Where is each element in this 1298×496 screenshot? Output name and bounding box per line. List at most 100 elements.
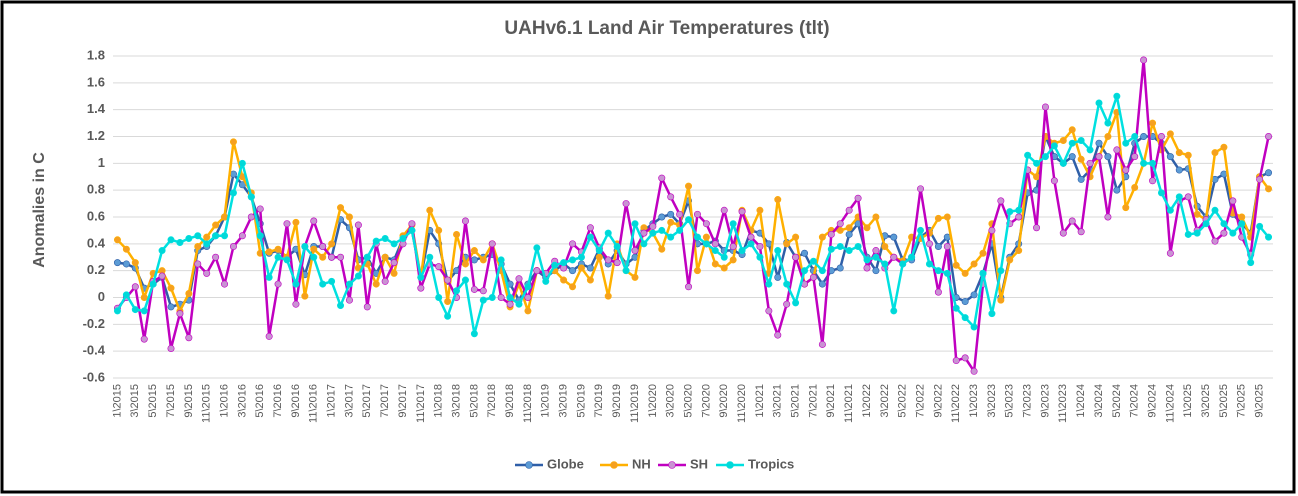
series-marker	[1157, 189, 1165, 197]
series-marker	[337, 302, 345, 310]
series-marker	[836, 243, 844, 251]
series-marker	[256, 232, 264, 240]
series-marker	[685, 182, 693, 190]
series-marker	[247, 213, 255, 221]
series-marker	[917, 226, 925, 234]
series-marker	[845, 247, 853, 255]
x-tick-label: 9\2023	[1039, 384, 1051, 418]
series-marker	[756, 206, 764, 214]
series-marker	[185, 334, 193, 342]
legend-label: NH	[632, 456, 651, 471]
series-marker	[685, 216, 693, 224]
series-marker	[229, 138, 237, 146]
x-tick-label: 3\2018	[450, 384, 462, 418]
series-marker	[212, 253, 220, 261]
series-marker	[702, 220, 710, 228]
series-marker	[783, 300, 791, 308]
series-marker	[354, 221, 362, 229]
series-marker	[265, 273, 273, 281]
x-tick-label: 5\2016	[254, 384, 266, 418]
series-marker	[604, 229, 612, 237]
series-marker	[809, 273, 817, 281]
series-marker	[479, 296, 487, 304]
x-tick-label: 1\2018	[433, 384, 445, 418]
series-marker	[863, 264, 871, 272]
x-tick-label: 3\2019	[558, 384, 570, 418]
series-marker	[470, 256, 478, 264]
x-tick-label: 5\2025	[1218, 384, 1230, 418]
series-marker	[1104, 133, 1112, 141]
series-marker	[372, 237, 380, 245]
x-tick-label: 11\2017	[415, 384, 427, 423]
series-marker	[444, 298, 452, 306]
series-marker	[1265, 133, 1273, 141]
series-marker	[836, 264, 844, 272]
series-marker	[417, 273, 425, 281]
series-marker	[158, 247, 166, 255]
series-marker	[827, 245, 835, 253]
series-marker	[417, 284, 425, 292]
x-tick-label: 1\2024	[1075, 384, 1087, 418]
series-marker	[774, 273, 782, 281]
series-marker	[426, 253, 434, 261]
series-marker	[1184, 230, 1192, 238]
series-marker	[435, 226, 443, 234]
x-tick-label: 1\2023	[968, 384, 980, 418]
series-marker	[1095, 99, 1103, 107]
series-marker	[738, 208, 746, 216]
series-marker	[569, 256, 577, 264]
x-tick-label: 5\2023	[1004, 384, 1016, 418]
series-marker	[453, 230, 461, 238]
series-marker	[113, 259, 121, 267]
x-tick-label: 7\2021	[807, 384, 819, 418]
series-marker	[1265, 185, 1273, 193]
series-marker	[265, 332, 273, 340]
series-marker	[1077, 137, 1085, 145]
series-marker	[970, 260, 978, 268]
series-marker	[1113, 186, 1121, 194]
series-marker	[221, 280, 229, 288]
series-marker	[818, 280, 826, 288]
series-marker	[890, 307, 898, 315]
series-marker	[872, 267, 880, 275]
x-tick-label: 9\2019	[611, 384, 623, 418]
legend-marker	[610, 461, 618, 469]
series-marker	[872, 213, 880, 221]
series-marker	[229, 189, 237, 197]
y-tick-label: 0.2	[87, 262, 105, 277]
series-marker	[1113, 92, 1121, 100]
series-marker	[444, 276, 452, 284]
series-marker	[872, 253, 880, 261]
series-marker	[863, 224, 871, 232]
series-marker	[221, 232, 229, 240]
x-tick-label: 7\2022	[914, 384, 926, 418]
series-marker	[1265, 233, 1273, 241]
series-marker	[1193, 210, 1201, 218]
series-marker	[470, 285, 478, 293]
series-marker	[1166, 130, 1174, 138]
series-marker	[720, 206, 728, 214]
series-marker	[917, 185, 925, 193]
series-marker	[274, 280, 282, 288]
series-marker	[961, 314, 969, 322]
series-marker	[131, 259, 139, 267]
x-tick-label: 1\2017	[326, 384, 338, 418]
series-marker	[194, 260, 202, 268]
series-marker	[167, 236, 175, 244]
series-marker	[988, 226, 996, 234]
series-marker	[337, 204, 345, 212]
series-marker	[952, 261, 960, 269]
series-marker	[667, 193, 675, 201]
series-marker	[711, 240, 719, 248]
series-marker	[970, 291, 978, 299]
x-tick-label: 3\2016	[236, 384, 248, 418]
series-marker	[1265, 169, 1273, 177]
series-marker	[345, 296, 353, 304]
series-marker	[961, 298, 969, 306]
series-marker	[1166, 249, 1174, 257]
series-marker	[631, 273, 639, 281]
series-marker	[1184, 193, 1192, 201]
series-marker	[176, 310, 184, 318]
series-marker	[667, 218, 675, 226]
